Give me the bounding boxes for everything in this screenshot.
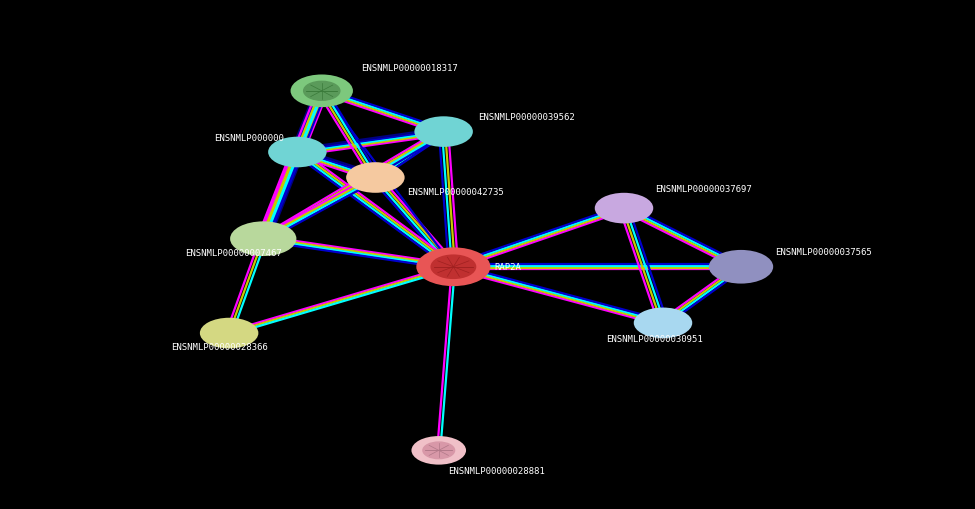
Text: ENSNMLP00000030951: ENSNMLP00000030951	[606, 334, 703, 343]
Text: ENSNMLP00000018317: ENSNMLP00000018317	[361, 64, 457, 73]
Circle shape	[423, 442, 454, 459]
Circle shape	[230, 222, 296, 257]
Circle shape	[634, 308, 692, 338]
Text: ENSNMLP00000007467: ENSNMLP00000007467	[185, 249, 282, 258]
Circle shape	[431, 256, 476, 279]
Circle shape	[268, 137, 327, 168]
Circle shape	[414, 117, 473, 148]
Circle shape	[303, 82, 340, 101]
Text: ENSNMLP00000037697: ENSNMLP00000037697	[655, 185, 752, 194]
Circle shape	[346, 163, 405, 193]
Text: ENSNMLP00000042735: ENSNMLP00000042735	[408, 188, 504, 197]
Circle shape	[200, 318, 258, 349]
Circle shape	[709, 250, 773, 284]
Text: ENSNMLP000000: ENSNMLP000000	[214, 134, 285, 143]
Circle shape	[411, 436, 466, 465]
Text: ENSNMLP00000039562: ENSNMLP00000039562	[478, 112, 574, 122]
Circle shape	[416, 248, 490, 287]
Text: ENSNMLP00000028881: ENSNMLP00000028881	[448, 466, 545, 475]
Circle shape	[291, 75, 353, 108]
Circle shape	[595, 193, 653, 224]
Text: ENSNMLP00000028366: ENSNMLP00000028366	[171, 343, 267, 352]
Text: ENSNMLP00000037565: ENSNMLP00000037565	[775, 247, 872, 257]
Text: RAP2A: RAP2A	[494, 263, 522, 272]
